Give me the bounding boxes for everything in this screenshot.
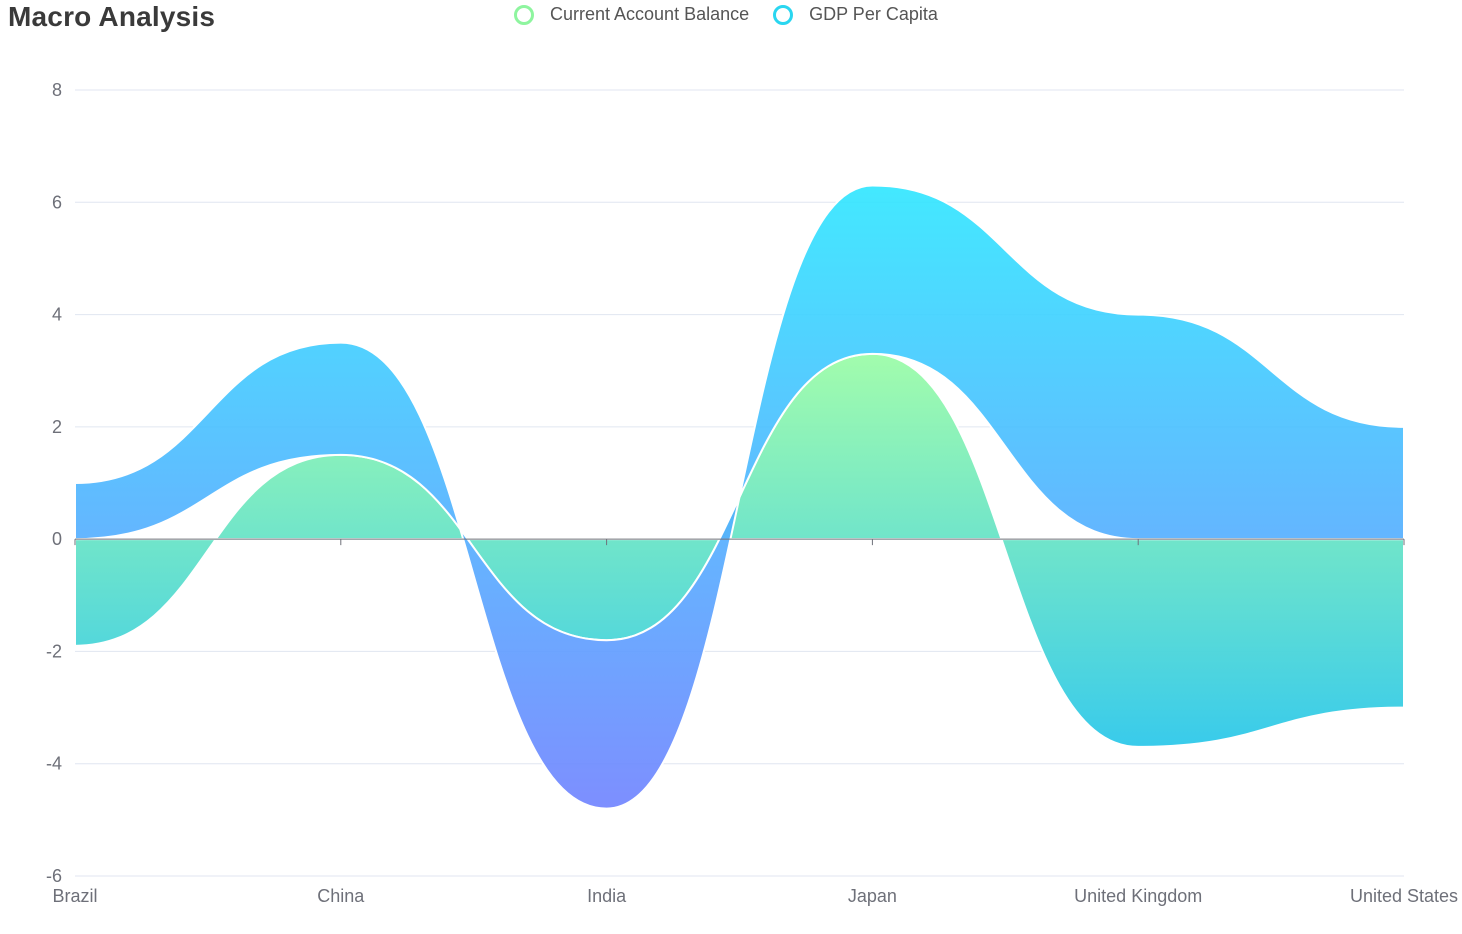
x-tick-label: United Kingdom — [1074, 886, 1202, 906]
y-axis-tick-labels: 8 6 4 2 0 -2 -4 -6 — [46, 80, 62, 886]
y-tick-label: 2 — [52, 417, 62, 437]
y-tick-label: 6 — [52, 192, 62, 212]
legend-item-gdp-per-capita[interactable]: GDP Per Capita — [773, 4, 938, 25]
y-tick-label: 0 — [52, 529, 62, 549]
legend-label-current-account-balance: Current Account Balance — [550, 4, 750, 24]
x-tick-label: India — [587, 886, 627, 906]
series-areas — [74, 184, 1405, 810]
x-axis — [74, 538, 1405, 546]
area-gdp-per-capita[interactable] — [74, 184, 1405, 810]
legend-marker-gdp-per-capita-icon — [773, 4, 794, 25]
legend-label-gdp-per-capita: GDP Per Capita — [809, 4, 938, 24]
y-tick-label: 8 — [52, 80, 62, 100]
chart-title: Macro Analysis — [8, 1, 216, 32]
y-tick-label: -4 — [46, 754, 62, 774]
x-tick-label: China — [317, 886, 365, 906]
y-tick-label: -2 — [46, 641, 62, 661]
legend-marker-current-account-balance-icon — [514, 4, 534, 25]
legend: Current Account Balance GDP Per Capita — [514, 4, 962, 25]
x-tick-label: United States — [1350, 886, 1458, 906]
y-tick-label: 4 — [52, 305, 62, 325]
x-axis-tick-labels: Brazil China India Japan United Kingdom Unite… — [52, 886, 1458, 906]
legend-item-current-account-balance[interactable]: Current Account Balance — [514, 4, 749, 25]
x-tick-label: Japan — [848, 886, 897, 906]
y-tick-label: -6 — [46, 866, 62, 886]
x-tick-label: Brazil — [52, 886, 97, 906]
